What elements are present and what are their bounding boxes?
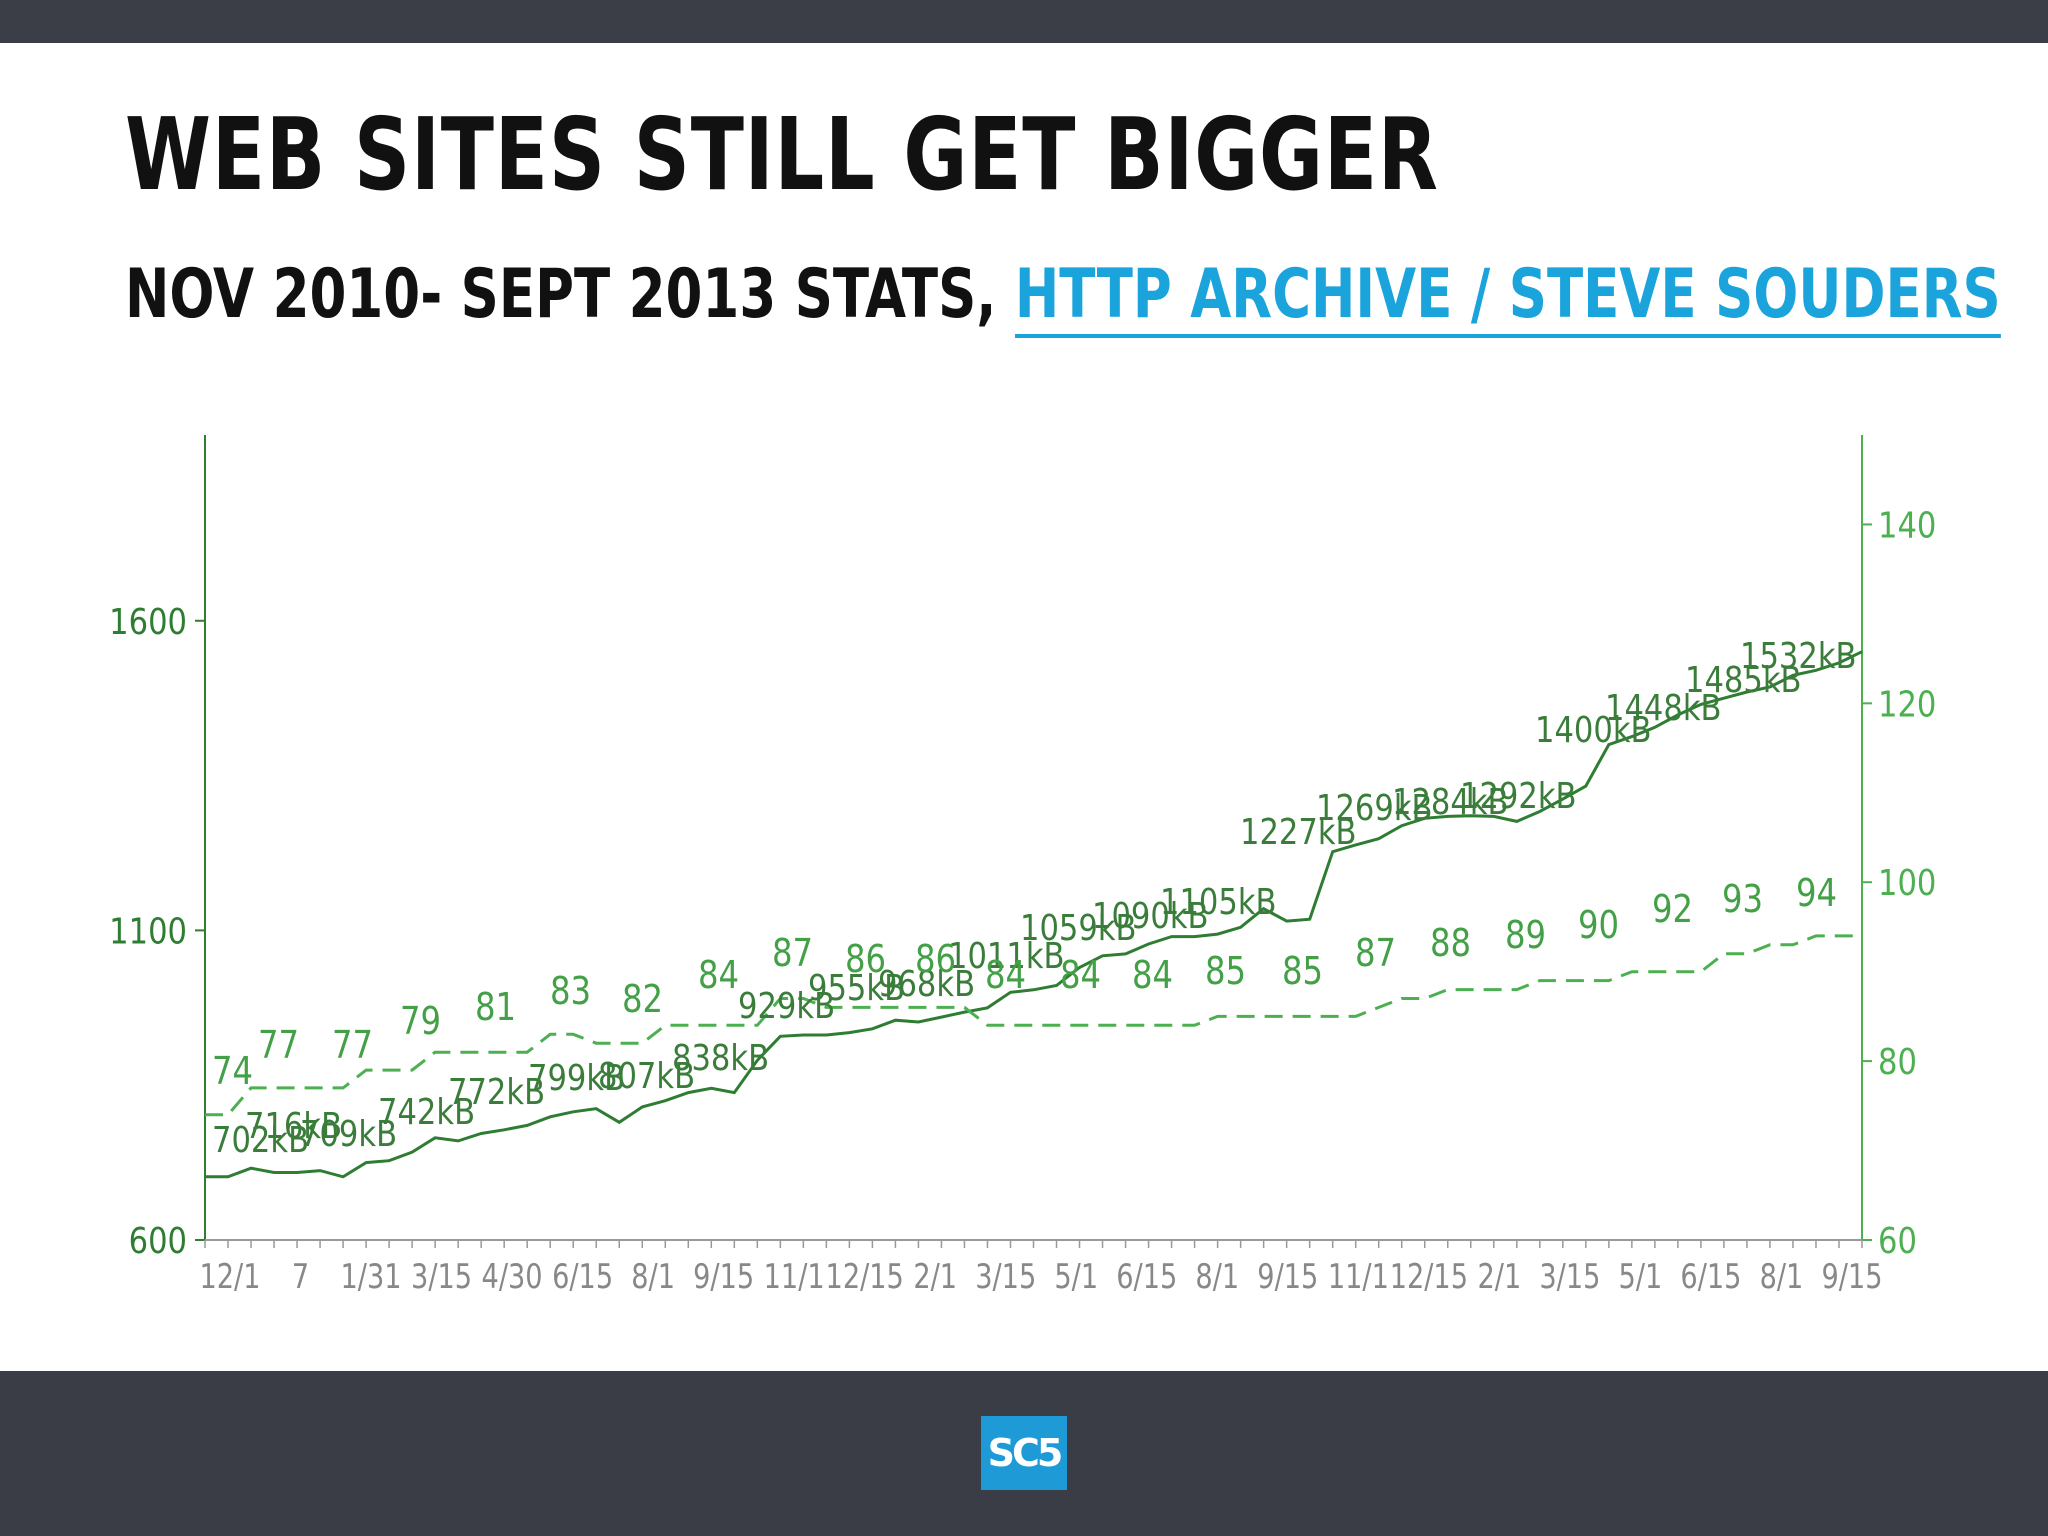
x-axis-tick-label: 5/1: [1054, 1257, 1098, 1297]
requests-data-label: 87: [1355, 932, 1396, 976]
requests-data-label: 84: [1060, 954, 1101, 998]
x-axis-tick-label: 11/1: [1328, 1257, 1389, 1297]
subtitle-prefix: Nov 2010- Sept 2013 stats,: [125, 255, 997, 334]
requests-data-label: 85: [1205, 950, 1246, 994]
requests-data-label: 79: [400, 1000, 441, 1044]
requests-data-label: 89: [1505, 914, 1546, 958]
x-axis-tick-label: 6/15: [552, 1257, 613, 1297]
size-data-label: 1448kB: [1605, 687, 1722, 729]
x-axis-tick-label: 9/15: [1821, 1257, 1882, 1297]
x-axis-tick-label: 5/1: [1619, 1257, 1663, 1297]
size-data-label: 799kB: [528, 1057, 625, 1099]
requests-data-label: 90: [1578, 904, 1619, 948]
requests-data-label: 74: [212, 1050, 253, 1094]
x-axis-tick-label: 12/15: [826, 1257, 904, 1297]
x-axis-tick-label: 8/1: [1760, 1257, 1804, 1297]
size-data-label: 702kB: [212, 1119, 309, 1161]
requests-data-label: 84: [698, 954, 739, 998]
size-data-label: 1059kB: [1020, 907, 1137, 949]
size-data-label: 1090kB: [1092, 895, 1209, 937]
left-axis-tick-label: 1600: [109, 600, 187, 642]
size-data-label: 1532kB: [1740, 635, 1857, 677]
requests-data-label: 77: [258, 1024, 299, 1068]
requests-data-label: 88: [1430, 922, 1471, 966]
size-data-label: 1227kB: [1240, 811, 1357, 853]
x-axis-tick-label: 4/30: [482, 1257, 543, 1297]
requests-data-label: 93: [1722, 878, 1763, 922]
source-link[interactable]: HTTP Archive / Steve Souders: [1014, 255, 2001, 338]
size-data-label: 1400kB: [1535, 709, 1652, 751]
left-axis-tick-label: 1100: [109, 910, 187, 952]
sc5-logo: SC5: [981, 1416, 1067, 1490]
requests-data-label: 94: [1796, 872, 1837, 916]
size-data-label: 709kB: [300, 1113, 397, 1155]
x-axis-tick-label: 12/15: [1390, 1257, 1468, 1297]
requests-data-label: 85: [1282, 950, 1323, 994]
x-axis-tick-label: 7: [292, 1257, 309, 1297]
size-data-label: 838kB: [672, 1037, 769, 1079]
size-data-label: 1485kB: [1685, 659, 1802, 701]
right-axis-tick-label: 100: [1878, 862, 1936, 904]
slide-subtitle: Nov 2010- Sept 2013 stats, HTTP Archive …: [125, 250, 2001, 340]
requests-data-label: 92: [1652, 888, 1693, 932]
requests-data-label: 84: [1132, 954, 1173, 998]
size-data-label: 1269kB: [1316, 787, 1433, 829]
x-axis-tick-label: 1/31: [341, 1257, 402, 1297]
requests-data-label: 82: [622, 978, 663, 1022]
x-axis-tick-label: 12/1: [199, 1257, 260, 1297]
x-axis-tick-label: 3/15: [1539, 1257, 1600, 1297]
x-axis-tick-label: 2/1: [913, 1257, 957, 1297]
total-size-line: [205, 650, 1863, 1179]
x-axis-tick-label: 2/1: [1478, 1257, 1522, 1297]
right-axis-tick-label: 80: [1878, 1041, 1917, 1083]
size-data-label: 742kB: [378, 1091, 475, 1133]
right-axis-tick-label: 60: [1878, 1220, 1917, 1262]
x-axis-tick-label: 8/1: [631, 1257, 675, 1297]
slide: [0, 43, 2048, 1371]
size-data-label: 955kB: [808, 967, 905, 1009]
size-data-label: 929kB: [738, 985, 835, 1027]
requests-data-label: 87: [772, 932, 813, 976]
right-axis-tick-label: 120: [1878, 683, 1936, 725]
x-axis-tick-label: 3/15: [975, 1257, 1036, 1297]
requests-data-label: 83: [550, 970, 591, 1014]
size-data-label: 716kB: [245, 1105, 342, 1147]
size-data-label: 1292kB: [1460, 775, 1577, 817]
left-axis-tick-label: 600: [129, 1220, 187, 1262]
x-axis-tick-label: 6/15: [1680, 1257, 1741, 1297]
x-axis-tick-label: 8/1: [1195, 1257, 1239, 1297]
x-axis-tick-label: 3/15: [411, 1257, 472, 1297]
right-axis-tick-label: 140: [1878, 504, 1936, 546]
size-data-label: 1284kB: [1392, 781, 1509, 823]
requests-data-label: 86: [915, 938, 956, 982]
x-axis-tick-label: 9/15: [693, 1257, 754, 1297]
top-bar: [0, 0, 2048, 43]
size-data-label: 807kB: [598, 1055, 695, 1097]
x-axis-tick-label: 6/15: [1116, 1257, 1177, 1297]
size-data-label: 1105kB: [1160, 881, 1277, 923]
size-data-label: 1011kB: [948, 935, 1065, 977]
requests-data-label: 77: [332, 1024, 373, 1068]
slide-title: Web sites still get bigger: [125, 96, 1439, 213]
requests-data-label: 86: [845, 938, 886, 982]
x-axis-tick-label: 11/1: [764, 1257, 825, 1297]
requests-data-label: 81: [475, 986, 516, 1030]
size-data-label: 968kB: [878, 963, 975, 1005]
size-data-label: 772kB: [448, 1071, 545, 1113]
requests-data-label: 84: [985, 954, 1026, 998]
x-axis-tick-label: 9/15: [1257, 1257, 1318, 1297]
